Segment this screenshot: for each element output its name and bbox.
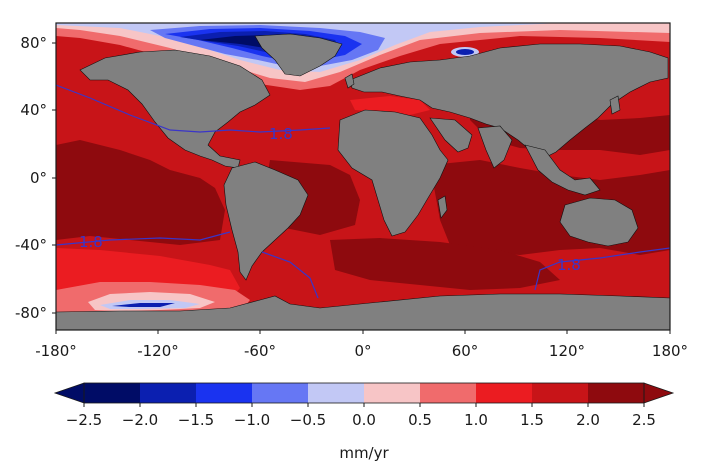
colorbar: −2.5 −2.0 −1.5 −1.0 −0.5 0.0 0.5 1.0 1.5 2.0 2.5 m… bbox=[53, 382, 675, 462]
colorbar-tick-label: −2.0 bbox=[122, 411, 158, 429]
colorbar-bin bbox=[84, 383, 141, 403]
colorbar-bin bbox=[532, 383, 589, 403]
lat-tick-label: 80° bbox=[20, 34, 47, 52]
lat-tick-label: -80° bbox=[15, 304, 47, 322]
colorbar-tick-label: −0.5 bbox=[290, 411, 326, 429]
antarctica bbox=[56, 293, 670, 330]
contour-labels: 1.8 1.8 1.8 bbox=[79, 125, 581, 274]
axis-ticks bbox=[52, 42, 671, 334]
lon-tick-label: -60° bbox=[244, 342, 276, 360]
colorbar-tick-label: 1.0 bbox=[464, 411, 488, 429]
colorbar-ticks: −2.5 −2.0 −1.5 −1.0 −0.5 0.0 0.5 1.0 1.5 2.0 2.5 bbox=[66, 403, 656, 429]
colorbar-bin bbox=[588, 383, 645, 403]
land-masses bbox=[56, 33, 670, 330]
longitude-axis: -180° -120° -60° 0° 60° 120° 180° bbox=[35, 342, 688, 360]
colorbar-bin bbox=[308, 383, 365, 403]
lon-tick-label: -120° bbox=[137, 342, 179, 360]
lon-tick-label: -180° bbox=[35, 342, 77, 360]
contour-lines bbox=[56, 84, 670, 299]
lon-tick-label: 120° bbox=[549, 342, 585, 360]
lon-tick-label: 0° bbox=[354, 342, 371, 360]
greenland bbox=[254, 33, 343, 77]
colorbar-bin bbox=[140, 383, 197, 403]
north-america bbox=[79, 49, 271, 169]
contour-label: 1.8 bbox=[557, 256, 581, 274]
colorbar-bin bbox=[420, 383, 477, 403]
colorbar-extend-low bbox=[53, 382, 85, 404]
colorbar-unit-label: mm/yr bbox=[339, 444, 389, 462]
colorbar-bin bbox=[364, 383, 421, 403]
colorbar-tick-label: 2.0 bbox=[576, 411, 600, 429]
lon-tick-label: 180° bbox=[652, 342, 688, 360]
latitude-axis: 80° 40° 0° -40° -80° bbox=[15, 34, 47, 322]
colorbar-tick-label: −1.0 bbox=[234, 411, 270, 429]
southeast-asia bbox=[524, 144, 601, 196]
contour-label: 1.8 bbox=[269, 125, 293, 143]
lon-tick-label: 60° bbox=[452, 342, 479, 360]
colorbar-tick-label: 0.5 bbox=[408, 411, 432, 429]
europe-asia bbox=[349, 43, 669, 159]
colorbar-bin bbox=[476, 383, 533, 403]
colorbar-tick-label: −2.5 bbox=[66, 411, 102, 429]
colorbar-tick-label: 2.5 bbox=[632, 411, 656, 429]
africa bbox=[337, 109, 449, 237]
uk-japan-islands bbox=[344, 73, 621, 115]
contour-label: 1.8 bbox=[79, 233, 103, 251]
map-panel: 1.8 1.8 1.8 bbox=[56, 23, 670, 330]
colorbar-bin bbox=[196, 383, 253, 403]
madagascar bbox=[437, 195, 448, 219]
lat-tick-label: 40° bbox=[20, 101, 47, 119]
colorbar-bins bbox=[84, 383, 645, 403]
colorbar-tick-label: −1.5 bbox=[178, 411, 214, 429]
australia bbox=[559, 197, 639, 247]
lat-tick-label: -40° bbox=[15, 236, 47, 254]
colorbar-bin bbox=[252, 383, 309, 403]
lat-tick-label: 0° bbox=[30, 169, 47, 187]
colorbar-extend-high bbox=[643, 382, 675, 404]
colorbar-tick-label: 0.0 bbox=[352, 411, 376, 429]
arabia-india bbox=[429, 117, 513, 169]
colorbar-tick-label: 1.5 bbox=[520, 411, 544, 429]
